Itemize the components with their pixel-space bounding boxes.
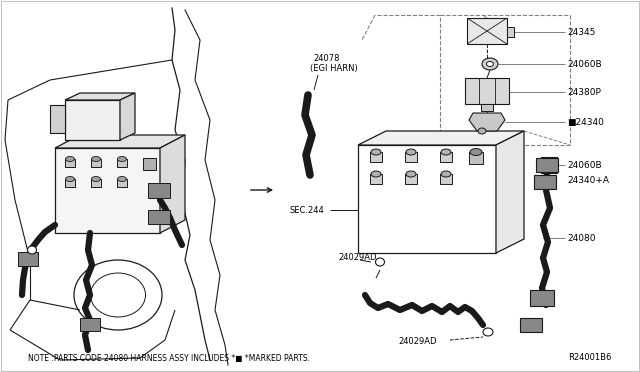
Polygon shape xyxy=(65,93,135,100)
FancyBboxPatch shape xyxy=(148,183,170,198)
Polygon shape xyxy=(120,93,135,140)
Text: 24029AD: 24029AD xyxy=(338,253,376,263)
Polygon shape xyxy=(469,113,505,131)
Polygon shape xyxy=(55,135,185,148)
FancyBboxPatch shape xyxy=(530,290,554,306)
Text: 24345: 24345 xyxy=(567,28,595,36)
FancyBboxPatch shape xyxy=(536,158,558,172)
FancyBboxPatch shape xyxy=(80,318,100,331)
Ellipse shape xyxy=(482,58,498,70)
Ellipse shape xyxy=(441,149,451,155)
Text: 24029AD: 24029AD xyxy=(398,337,436,346)
Polygon shape xyxy=(160,135,185,233)
FancyBboxPatch shape xyxy=(50,105,65,133)
Ellipse shape xyxy=(376,258,385,266)
FancyBboxPatch shape xyxy=(467,18,507,44)
FancyBboxPatch shape xyxy=(541,157,557,173)
FancyBboxPatch shape xyxy=(507,27,514,37)
FancyBboxPatch shape xyxy=(465,78,509,104)
Ellipse shape xyxy=(65,176,74,182)
FancyBboxPatch shape xyxy=(481,104,493,111)
Text: 24078: 24078 xyxy=(313,54,339,62)
Ellipse shape xyxy=(441,171,451,177)
Text: 24060B: 24060B xyxy=(567,160,602,170)
FancyBboxPatch shape xyxy=(143,158,156,170)
Text: (EGI HARN): (EGI HARN) xyxy=(310,64,358,73)
FancyBboxPatch shape xyxy=(405,174,417,184)
Text: 24380P: 24380P xyxy=(567,87,601,96)
Polygon shape xyxy=(496,131,524,253)
Text: 24340+A: 24340+A xyxy=(567,176,609,185)
FancyBboxPatch shape xyxy=(91,159,101,167)
FancyBboxPatch shape xyxy=(534,175,556,189)
FancyBboxPatch shape xyxy=(91,179,101,187)
FancyBboxPatch shape xyxy=(440,174,452,184)
FancyBboxPatch shape xyxy=(469,152,483,164)
Text: NOTE :PARTS CODE 24080 HARNESS ASSY INCLUDES *■ *MARKED PARTS.: NOTE :PARTS CODE 24080 HARNESS ASSY INCL… xyxy=(28,353,310,362)
Ellipse shape xyxy=(483,328,493,336)
FancyBboxPatch shape xyxy=(370,174,382,184)
Ellipse shape xyxy=(371,171,381,177)
Text: R24001B6: R24001B6 xyxy=(568,353,612,362)
FancyBboxPatch shape xyxy=(520,318,542,332)
Text: 24080: 24080 xyxy=(567,234,595,243)
FancyBboxPatch shape xyxy=(65,179,75,187)
Ellipse shape xyxy=(486,61,493,67)
Ellipse shape xyxy=(478,128,486,134)
FancyBboxPatch shape xyxy=(440,152,452,162)
FancyBboxPatch shape xyxy=(148,210,170,224)
Text: ■24340: ■24340 xyxy=(567,118,604,126)
Text: SEC.244: SEC.244 xyxy=(290,205,324,215)
Polygon shape xyxy=(358,131,524,145)
Text: 24060B: 24060B xyxy=(567,60,602,68)
FancyBboxPatch shape xyxy=(65,159,75,167)
Ellipse shape xyxy=(406,149,416,155)
Ellipse shape xyxy=(406,171,416,177)
Ellipse shape xyxy=(28,246,36,254)
Polygon shape xyxy=(358,145,496,253)
Ellipse shape xyxy=(118,176,127,182)
Ellipse shape xyxy=(371,149,381,155)
Ellipse shape xyxy=(92,157,100,161)
FancyBboxPatch shape xyxy=(18,252,38,266)
Polygon shape xyxy=(55,148,160,233)
FancyBboxPatch shape xyxy=(405,152,417,162)
FancyBboxPatch shape xyxy=(117,159,127,167)
Ellipse shape xyxy=(92,176,100,182)
FancyBboxPatch shape xyxy=(370,152,382,162)
FancyBboxPatch shape xyxy=(117,179,127,187)
Ellipse shape xyxy=(118,157,127,161)
Ellipse shape xyxy=(65,157,74,161)
Ellipse shape xyxy=(470,148,482,155)
Polygon shape xyxy=(65,100,120,140)
